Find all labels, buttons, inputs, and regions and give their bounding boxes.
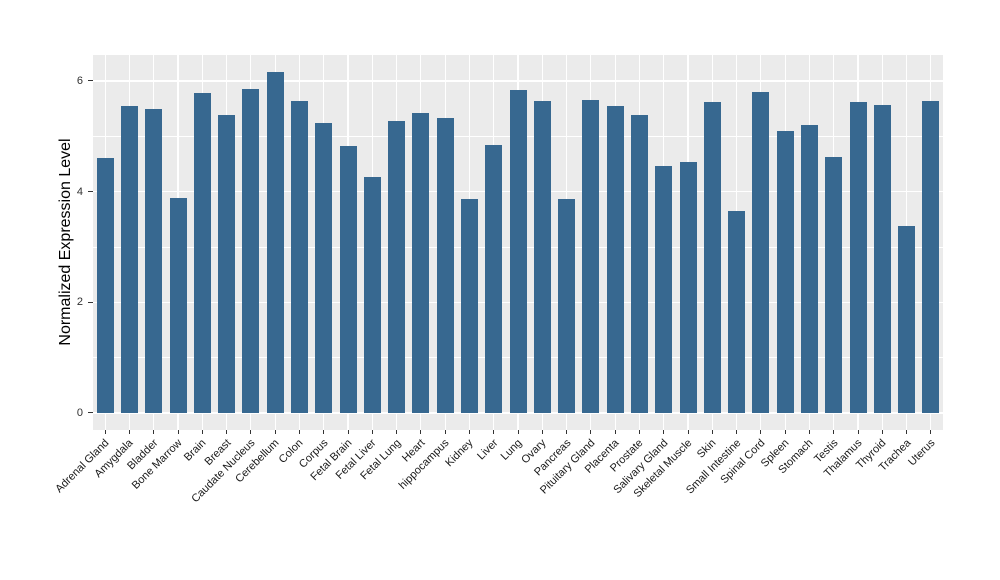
bar-liver [485, 145, 503, 413]
bar-corpus [315, 123, 333, 413]
bar-fetal-lung [388, 120, 406, 413]
x-tick-mark [323, 430, 325, 434]
y-tick-label: 4 [76, 185, 83, 198]
bar-stomach [800, 125, 818, 413]
bar-testis [825, 157, 843, 413]
bar-caudate-nucleus [242, 88, 260, 413]
bar-prostate [630, 115, 648, 413]
bar-pituitary-gland [582, 99, 600, 413]
x-tick-mark [760, 430, 762, 434]
x-tick-mark [226, 430, 228, 434]
bar-bone-marrow [169, 198, 187, 413]
bar-small-intestine [728, 210, 746, 413]
x-tick-mark [736, 430, 738, 434]
x-tick-mark [298, 430, 300, 434]
bar-lung [509, 89, 527, 413]
y-tick-label: 0 [76, 406, 83, 419]
x-tick-mark [444, 430, 446, 434]
x-tick-mark [857, 430, 859, 434]
bar-pancreas [558, 199, 576, 413]
x-tick-mark [493, 430, 495, 434]
bar-skin [703, 102, 721, 413]
bar-spinal-cord [752, 91, 770, 413]
x-tick-mark [153, 430, 155, 434]
x-tick-mark [371, 430, 373, 434]
bar-bladder [145, 108, 163, 413]
bar-fetal-liver [363, 176, 381, 413]
bar-amygdala [120, 105, 138, 413]
y-tick-mark [88, 301, 93, 303]
x-tick-mark [590, 430, 592, 434]
bar-ovary [533, 100, 551, 413]
x-tick-mark [128, 430, 130, 434]
x-tick-mark [833, 430, 835, 434]
x-tick-mark [517, 430, 519, 434]
x-tick-mark [711, 430, 713, 434]
y-tick-mark [88, 412, 93, 414]
bar-thalamus [849, 102, 867, 413]
x-tick-mark [104, 430, 106, 434]
x-tick-mark [201, 430, 203, 434]
bar-kidney [460, 199, 478, 413]
bar-fetal-brain [339, 146, 357, 413]
x-tick-mark [177, 430, 179, 434]
y-tick-label: 2 [76, 296, 83, 309]
x-tick-mark [396, 430, 398, 434]
y-gridline-major [93, 412, 943, 414]
y-axis-title: Normalized Expression Level [57, 138, 74, 346]
bar-hippocampus [436, 118, 454, 413]
x-tick-mark [881, 430, 883, 434]
x-tick-mark [687, 430, 689, 434]
bar-adrenal-gland [96, 158, 114, 413]
bar-cerebellum [266, 72, 284, 413]
bar-salivary-gland [655, 165, 673, 413]
bar-brain [193, 92, 211, 413]
x-tick-mark [784, 430, 786, 434]
y-tick-label: 6 [76, 74, 83, 87]
x-tick-mark [250, 430, 252, 434]
x-tick-mark [930, 430, 932, 434]
x-tick-mark [566, 430, 568, 434]
bar-thyroid [873, 105, 891, 413]
x-tick-mark [906, 430, 908, 434]
bar-uterus [922, 101, 940, 413]
y-tick-mark [88, 80, 93, 82]
x-tick-mark [614, 430, 616, 434]
x-tick-mark [420, 430, 422, 434]
bar-colon [290, 101, 308, 413]
x-tick-mark [468, 430, 470, 434]
y-gridline-major [93, 80, 943, 82]
bar-breast [218, 115, 236, 413]
x-tick-mark [663, 430, 665, 434]
x-tick-mark [638, 430, 640, 434]
x-tick-mark [274, 430, 276, 434]
x-tick-mark [541, 430, 543, 434]
bar-trachea [898, 225, 916, 413]
y-tick-mark [88, 191, 93, 193]
x-tick-mark [347, 430, 349, 434]
plot-panel [93, 55, 943, 430]
bar-spleen [776, 130, 794, 413]
x-tick-mark [808, 430, 810, 434]
bar-skeletal-muscle [679, 162, 697, 413]
bar-placenta [606, 106, 624, 413]
bar-heart [412, 113, 430, 413]
